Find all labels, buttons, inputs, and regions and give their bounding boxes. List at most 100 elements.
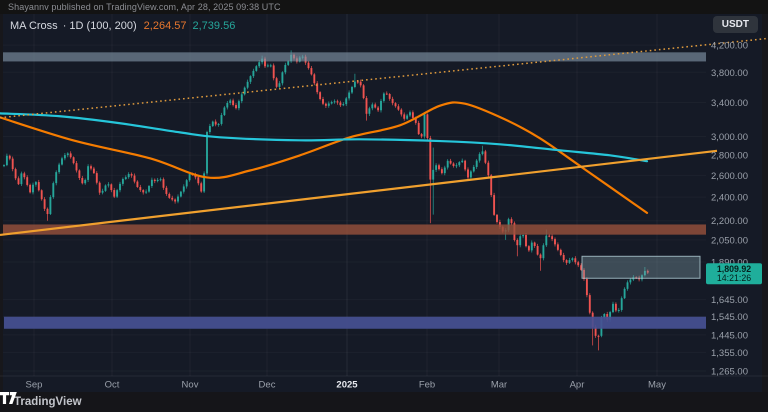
candle — [168, 193, 171, 198]
resistance-zone[interactable] — [3, 52, 706, 62]
candle — [629, 279, 632, 283]
candle — [545, 235, 548, 246]
candle — [493, 195, 496, 215]
demand-zone[interactable] — [4, 316, 706, 329]
candle — [348, 92, 351, 99]
current-price-value: 1,809.92 — [717, 264, 751, 274]
candle — [432, 169, 435, 180]
time-axis-label: Feb — [419, 380, 435, 391]
candle — [159, 179, 162, 181]
candle — [406, 115, 409, 119]
ma-200-line[interactable] — [0, 112, 649, 163]
candle — [177, 196, 179, 202]
candle — [409, 112, 411, 116]
candle — [43, 199, 46, 209]
bar-countdown: 14:21:26 — [717, 273, 751, 283]
candle — [32, 184, 34, 193]
candle — [643, 270, 646, 276]
candle — [8, 155, 11, 159]
ma-fast-value: 2,264.57 — [143, 20, 187, 32]
candle — [29, 184, 32, 193]
candle — [58, 164, 61, 173]
candle — [110, 184, 113, 191]
candle — [171, 197, 174, 200]
candle — [400, 109, 403, 115]
candle — [464, 160, 467, 170]
candle — [226, 102, 229, 108]
candle — [646, 270, 649, 273]
candle — [365, 98, 368, 114]
candle — [272, 65, 275, 79]
candle — [220, 115, 223, 124]
candle — [353, 81, 356, 87]
candle — [61, 158, 63, 165]
candle — [101, 190, 104, 193]
candle — [78, 170, 81, 178]
ma-100-line[interactable] — [0, 101, 649, 214]
candle — [458, 162, 461, 166]
price-axis-label: 1,445.00 — [711, 330, 748, 341]
candle — [583, 269, 585, 280]
price-axis[interactable]: 4,200.00 3,800.00 3,400.00 3,000.00 2,800.00… — [711, 41, 748, 378]
candle — [258, 62, 261, 67]
candle — [136, 181, 139, 188]
candle — [609, 312, 612, 320]
candle — [394, 103, 397, 107]
candle — [26, 177, 29, 185]
grid-lines — [33, 14, 658, 376]
candle — [107, 184, 110, 186]
time-axis[interactable]: Sep Oct Nov Dec 2025 Feb Mar Apr May — [26, 380, 667, 391]
candle — [585, 279, 588, 296]
candle — [362, 85, 365, 99]
watermark-bar: TradingView — [0, 392, 768, 412]
candle — [339, 102, 342, 106]
candle — [484, 151, 487, 163]
candle — [113, 190, 116, 197]
candle — [568, 260, 571, 263]
candle — [46, 208, 49, 215]
time-axis-label: Nov — [182, 380, 199, 391]
candle — [539, 254, 542, 259]
candle — [368, 108, 371, 114]
price-axis-label: 3,400.00 — [711, 98, 748, 109]
candle — [81, 177, 84, 184]
candle — [559, 249, 562, 255]
candle — [380, 100, 382, 111]
supply-zone[interactable] — [3, 224, 706, 235]
candle — [461, 160, 464, 163]
candle — [119, 183, 121, 191]
candle — [316, 83, 319, 93]
candle — [278, 83, 281, 87]
candle — [5, 155, 8, 166]
indicator-legend: MA Cross · 1D (100, 200) 2,264.57 2,739.56 — [10, 20, 235, 32]
candle — [139, 187, 142, 191]
candle — [423, 114, 426, 137]
candle — [133, 175, 136, 182]
candle — [229, 100, 232, 103]
candle — [327, 103, 330, 106]
candle — [455, 165, 458, 167]
candle — [435, 165, 438, 170]
candle — [162, 179, 165, 188]
candle — [87, 166, 90, 180]
candle — [11, 158, 14, 170]
time-axis-label: 2025 — [336, 380, 358, 391]
candle — [391, 98, 394, 104]
quote-currency-badge[interactable]: USDT — [712, 16, 758, 33]
candle — [203, 173, 206, 192]
time-axis-label: Apr — [570, 380, 585, 391]
price-axis-label: 2,050.00 — [711, 235, 748, 246]
candle — [443, 167, 446, 174]
candle — [556, 244, 559, 250]
candle — [345, 98, 348, 105]
ascending-support-line[interactable] — [0, 149, 718, 237]
candle — [377, 107, 380, 111]
candle — [530, 242, 533, 251]
candle — [510, 219, 513, 224]
candle — [574, 258, 577, 263]
interest-box[interactable] — [581, 255, 701, 279]
candle — [3, 165, 5, 167]
candle — [336, 101, 339, 103]
